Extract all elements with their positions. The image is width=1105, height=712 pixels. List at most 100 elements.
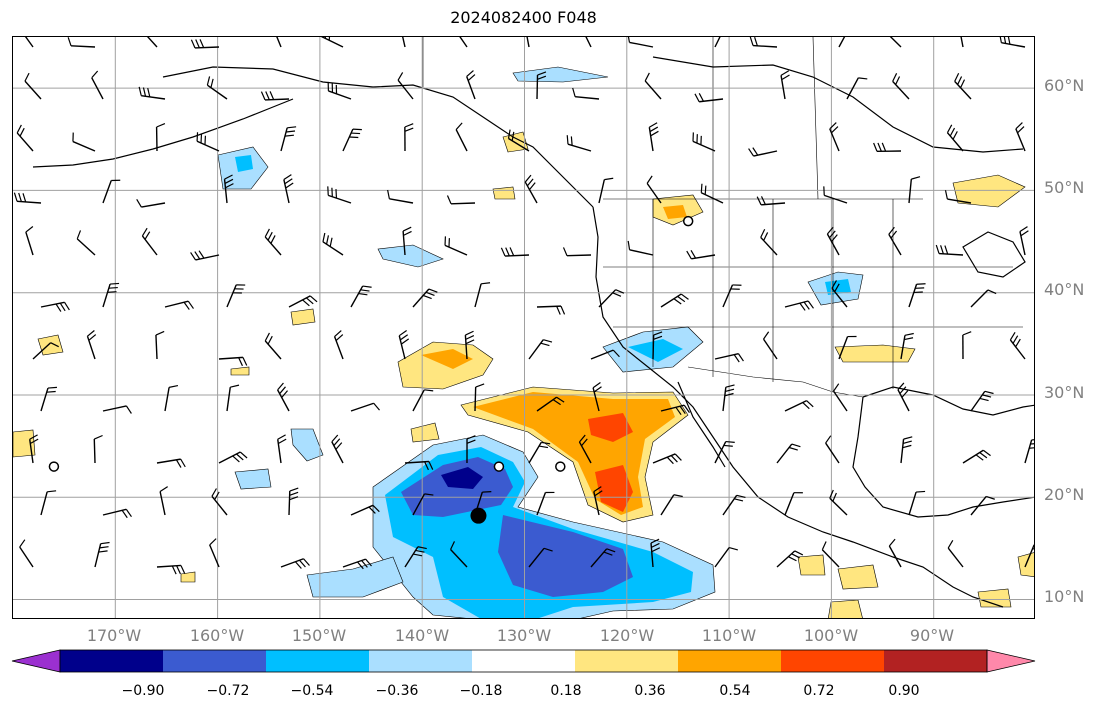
- wind-barb: [590, 548, 616, 568]
- lat-label-50n: 50°N: [1044, 178, 1085, 197]
- lon-label-90w: 90°W: [909, 626, 955, 645]
- colorbar: [11, 649, 1036, 673]
- colorbar-segment: [60, 650, 163, 672]
- contour-fills: [13, 66, 1034, 618]
- lon-label-160w: 160°W: [189, 626, 245, 645]
- contour-pos-054b: [595, 465, 633, 512]
- wind-barb: [829, 122, 840, 152]
- colorbar-tick-label: 0.36: [634, 683, 666, 699]
- wind-barb: [29, 434, 39, 464]
- wind-barb: [24, 37, 34, 48]
- contour-pos-054: [588, 413, 633, 442]
- contour-pos-018-c: [834, 344, 916, 363]
- wind-barb: [908, 283, 926, 308]
- wind-barb: [776, 550, 804, 568]
- wind-barb: [32, 342, 59, 360]
- wind-barb: [686, 250, 716, 260]
- colorbar-outline: [59, 649, 988, 673]
- wind-barb: [749, 37, 778, 48]
- wind-barb: [722, 494, 746, 516]
- wind-barb: [404, 123, 414, 152]
- lat-label-60n: 60°N: [1044, 76, 1085, 95]
- wind-barb: [970, 390, 994, 412]
- wind-barb: [190, 39, 220, 49]
- contour-pos-018-i: [837, 564, 879, 590]
- colorbar-segment: [266, 650, 369, 672]
- wind-barb: [650, 538, 661, 568]
- wind-barb: [138, 86, 166, 100]
- wind-barb: [276, 37, 282, 48]
- wind-barb: [466, 70, 476, 100]
- wind-barb: [76, 230, 96, 256]
- great-lakes: [962, 231, 1026, 278]
- wind-barb: [260, 91, 290, 101]
- contour-neg-036-h: [306, 556, 404, 598]
- wind-barb: [999, 37, 1026, 48]
- wind-barb: [164, 384, 179, 412]
- wind-barb: [694, 93, 724, 103]
- wind-barb: [156, 564, 186, 575]
- wind-barb: [404, 460, 434, 471]
- wind-barb: [908, 490, 926, 516]
- wind-barb: [888, 226, 902, 256]
- contour-pos-036-b: [663, 205, 687, 219]
- colorbar-tick-label: −0.72: [206, 683, 250, 699]
- wind-barb: [593, 486, 603, 516]
- wind-barb: [700, 183, 724, 204]
- colorbar-segment: [472, 650, 575, 672]
- wind-barb: [528, 441, 551, 464]
- wind-barb: [821, 541, 840, 568]
- lon-label-170w: 170°W: [86, 626, 142, 645]
- wind-barb: [474, 282, 491, 308]
- wind-barb: [322, 232, 344, 256]
- wind-barb: [644, 72, 662, 100]
- lon-label-150w: 150°W: [291, 626, 347, 645]
- wind-barb: [590, 349, 620, 360]
- contour-neg-090: [441, 467, 483, 489]
- wind-barb: [962, 331, 972, 360]
- contour-pos-018-h: [290, 308, 316, 326]
- circle-marker: [48, 461, 60, 472]
- wind-barb: [1024, 544, 1034, 568]
- lon-label-130w: 130°W: [496, 626, 552, 645]
- gulf-mexico-west: [852, 396, 1034, 518]
- wind-barb: [892, 73, 910, 100]
- wind-barb: [86, 330, 97, 360]
- wind-barb: [450, 541, 468, 568]
- contour-neg-054-a: [235, 155, 253, 172]
- wind-barb: [970, 289, 997, 308]
- wind-barb: [900, 436, 913, 464]
- wind-barb: [970, 495, 995, 516]
- wind-barb: [226, 284, 246, 308]
- wind-barb: [897, 382, 910, 412]
- wind-barb: [889, 37, 902, 48]
- contour-pos-018-o: [230, 366, 250, 376]
- wind-barb: [196, 132, 220, 152]
- wind-barb: [944, 190, 972, 204]
- wind-barb: [94, 541, 110, 568]
- wind-barb: [141, 227, 158, 256]
- wind-barb: [264, 332, 282, 360]
- wind-barb: [652, 453, 682, 465]
- wind-barb: [784, 400, 814, 412]
- wind-barb: [72, 132, 96, 152]
- wind-barb: [264, 228, 282, 256]
- wind-barb: [536, 396, 565, 412]
- wind-barb: [826, 226, 840, 256]
- graticule: [13, 37, 1034, 618]
- colorbar-tick-label: 0.72: [803, 683, 835, 699]
- wind-barb: [342, 558, 372, 570]
- contour-pos-018-a: [952, 174, 1026, 208]
- wind-barb: [762, 331, 778, 360]
- wind-barb: [714, 37, 721, 48]
- wind-barb: [846, 77, 868, 100]
- wind-barb: [387, 189, 414, 204]
- wind-barb: [627, 240, 654, 256]
- wind-barb: [562, 247, 592, 257]
- wind-barb: [155, 123, 166, 152]
- wind-barb: [1024, 439, 1034, 464]
- wind-barb: [342, 128, 362, 152]
- wind-barb: [13, 192, 42, 204]
- contour-pos-018-l: [977, 588, 1012, 608]
- wind-barb: [404, 546, 427, 568]
